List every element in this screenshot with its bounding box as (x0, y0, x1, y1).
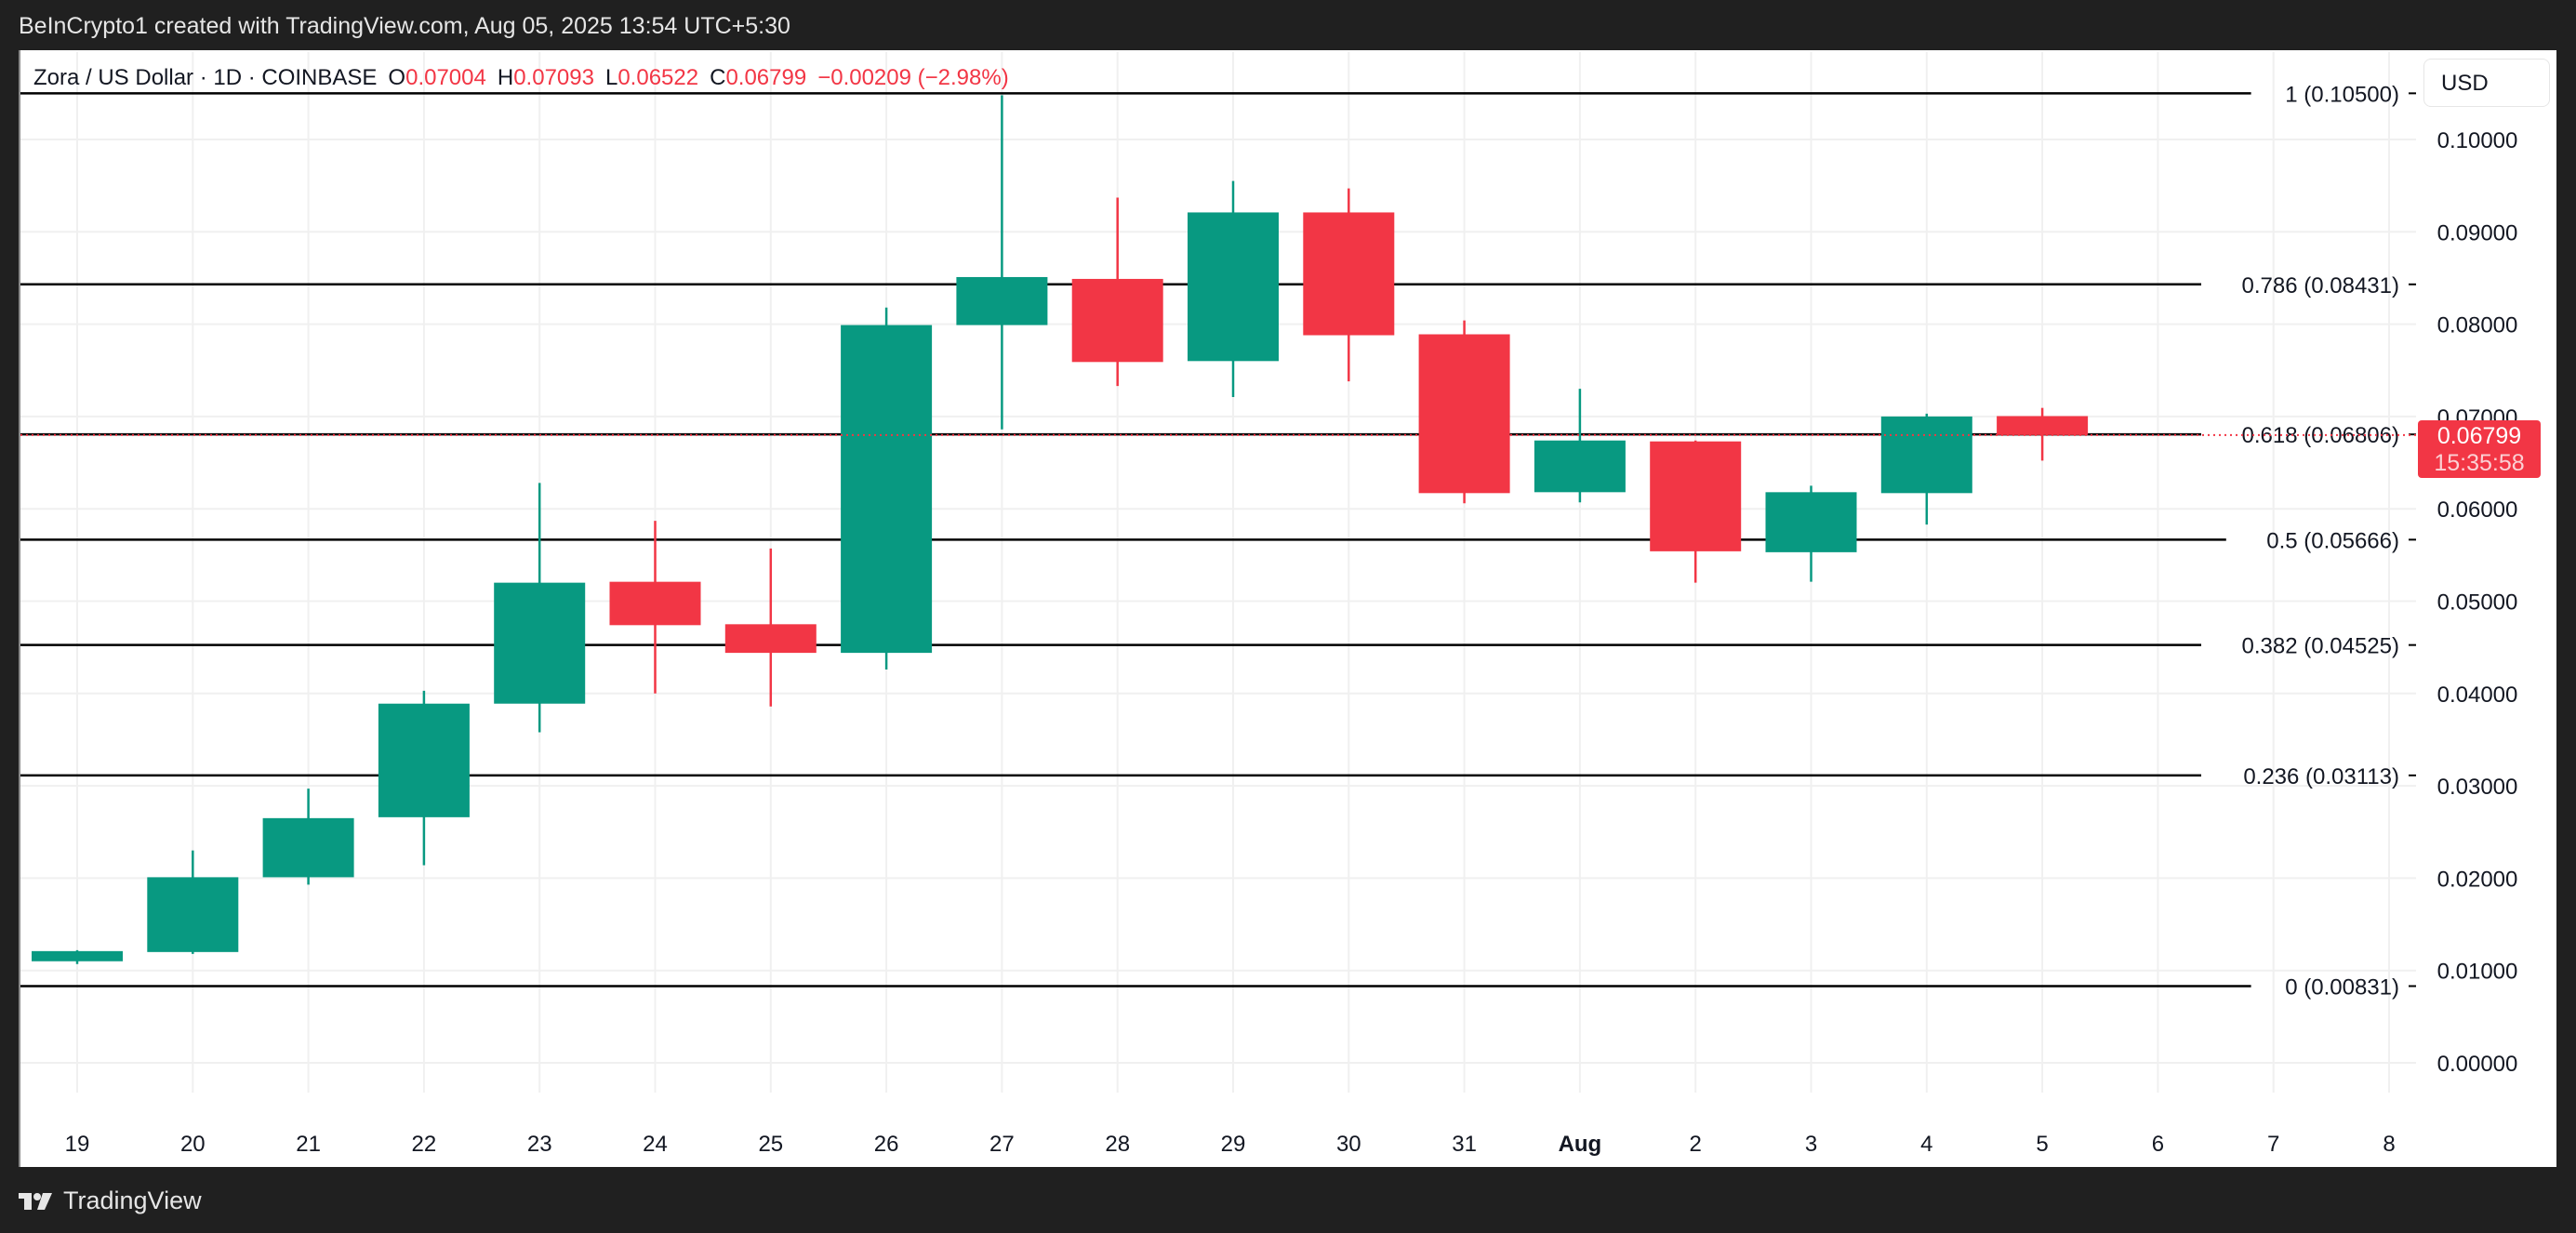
fib-level-label: 0.236 (0.03113) (2243, 764, 2399, 789)
date-tick-label: 26 (874, 1132, 899, 1157)
bullish-candle (956, 276, 1048, 325)
date-tick-label: 31 (1452, 1132, 1477, 1157)
bullish-candle (1188, 212, 1279, 362)
date-tick-label: 8 (2383, 1132, 2395, 1157)
bearish-candle (1303, 212, 1395, 336)
date-tick-label: 3 (1805, 1132, 1817, 1157)
open-label: O (388, 65, 406, 90)
price-tick-label: 0.00000 (2437, 1052, 2518, 1077)
bullish-candle (841, 325, 933, 654)
bullish-candle (32, 950, 123, 961)
date-tick-label: 30 (1336, 1132, 1361, 1157)
fib-level-label: 0.382 (0.04525) (2242, 634, 2399, 659)
bar-countdown: 15:35:58 (2434, 450, 2525, 476)
date-tick-label: 5 (2036, 1132, 2048, 1157)
close-label: C (710, 65, 726, 90)
currency-button[interactable]: USD (2423, 59, 2550, 107)
date-tick-label: Aug (1559, 1132, 1602, 1157)
date-tick-label: 2 (1690, 1132, 1702, 1157)
date-tick-label: 7 (2267, 1132, 2279, 1157)
bullish-candle (494, 582, 586, 704)
price-tick-label: 0.03000 (2437, 775, 2518, 800)
bearish-candle (1071, 278, 1163, 363)
high-label: H (497, 65, 514, 90)
bearish-candle (1997, 416, 2089, 435)
price-tick-label: 0.04000 (2437, 683, 2518, 708)
bearish-candle (1650, 441, 1742, 551)
bullish-candle (1880, 416, 1972, 494)
date-tick-label: 25 (758, 1132, 783, 1157)
last-price-tag: 0.06799 15:35:58 (2418, 420, 2541, 478)
chart-panel[interactable] (19, 50, 2556, 1167)
price-tick-label: 0.01000 (2437, 960, 2518, 985)
tradingview-logo[interactable]: TradingView (19, 1187, 202, 1215)
fib-level-label: 0.5 (0.05666) (2266, 528, 2399, 553)
date-tick-label: 27 (989, 1132, 1015, 1157)
tradingview-logo-icon (19, 1192, 52, 1210)
bearish-candle (1418, 334, 1510, 494)
price-tick-label: 0.05000 (2437, 590, 2518, 616)
date-tick-label: 21 (296, 1132, 321, 1157)
date-tick-label: 22 (412, 1132, 437, 1157)
date-tick-label: 23 (527, 1132, 552, 1157)
date-tick-label: 19 (65, 1132, 90, 1157)
date-tick-label: 29 (1221, 1132, 1246, 1157)
fib-level-label: 1 (0.10500) (2285, 82, 2399, 107)
high-value: 0.07093 (513, 65, 594, 90)
open-value: 0.07004 (405, 65, 486, 90)
price-tick-label: 0.08000 (2437, 313, 2518, 338)
fib-level-label: 0 (0.00831) (2285, 974, 2399, 1000)
change-value: −0.00209 (−2.98%) (817, 65, 1009, 90)
date-tick-label: 24 (643, 1132, 668, 1157)
low-value: 0.06522 (617, 65, 699, 90)
price-tick-label: 0.02000 (2437, 867, 2518, 892)
close-value: 0.06799 (725, 65, 807, 90)
bullish-candle (378, 703, 470, 817)
date-tick-label: 6 (2152, 1132, 2164, 1157)
low-label: L (604, 65, 618, 90)
price-tick-label: 0.09000 (2437, 220, 2518, 245)
bearish-candle (609, 581, 701, 626)
chart-credit: BeInCrypto1 created with TradingView.com… (19, 13, 790, 39)
date-tick-label: 20 (180, 1132, 206, 1157)
price-tick-label: 0.10000 (2437, 128, 2518, 153)
fib-level-label: 0.786 (0.08431) (2242, 273, 2399, 298)
bullish-candle (147, 877, 239, 952)
symbol-title[interactable]: Zora / US Dollar · 1D · COINBASE (33, 65, 378, 90)
bullish-candle (1765, 492, 1857, 552)
tradingview-brand: TradingView (63, 1187, 202, 1214)
bearish-candle (724, 624, 817, 654)
date-tick-label: 28 (1105, 1132, 1130, 1157)
symbol-legend: Zora / US Dollar · 1D · COINBASE O0.07004… (33, 65, 1009, 91)
bullish-candle (262, 817, 354, 878)
price-tick-label: 0.06000 (2437, 497, 2518, 523)
last-price: 0.06799 (2437, 423, 2522, 449)
bullish-candle (1534, 440, 1626, 493)
date-tick-label: 4 (1920, 1132, 1932, 1157)
